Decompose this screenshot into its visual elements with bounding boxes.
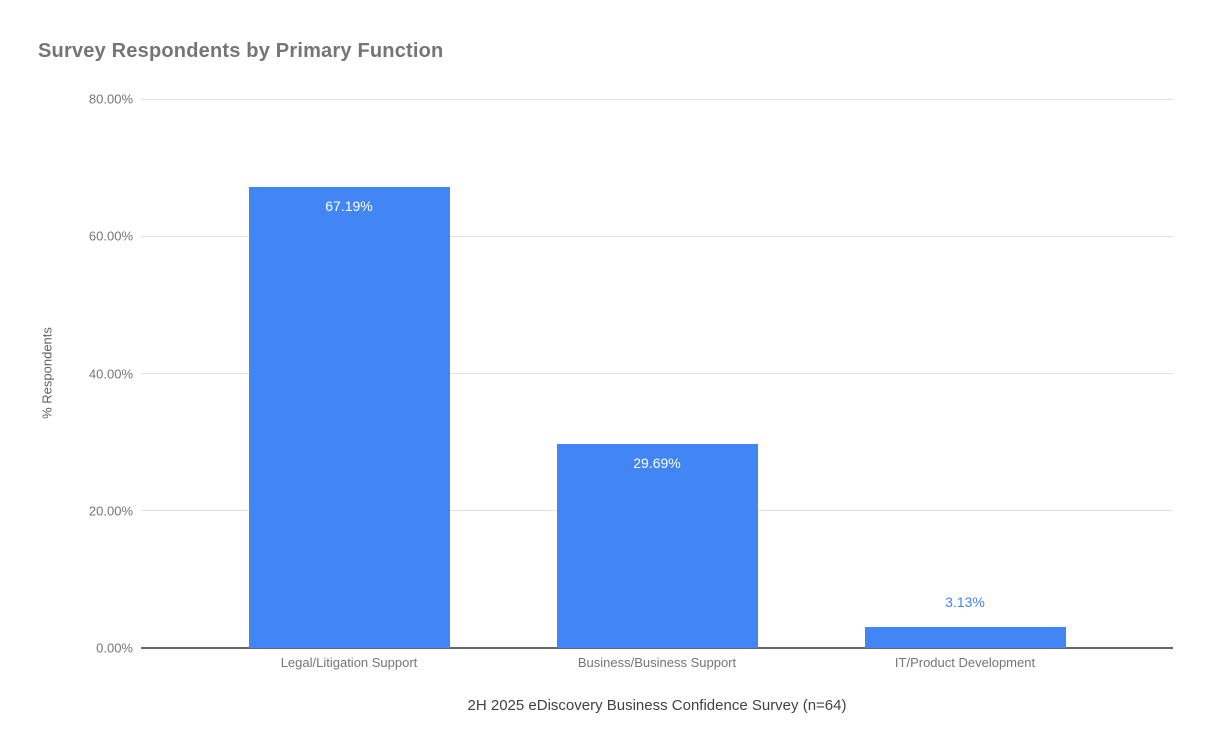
bar-value-label: 3.13%	[945, 593, 985, 610]
plot-area: 67.19% 29.69% 3.13%	[141, 98, 1173, 649]
gridline	[141, 98, 1173, 100]
y-tick-label: 0.00%	[96, 640, 133, 656]
bar-value-label: 29.69%	[633, 455, 681, 472]
bar-value-label: 67.19%	[325, 197, 373, 214]
x-axis-title: 2H 2025 eDiscovery Business Confidence S…	[467, 697, 847, 714]
category-label: Legal/Litigation Support	[280, 655, 418, 670]
category-label: Business/Business Support	[577, 655, 737, 670]
y-tick-label: 60.00%	[88, 228, 133, 244]
gridline	[141, 235, 1173, 237]
bar-2[interactable]: 29.69%	[556, 444, 758, 648]
category-label: IT/Product Development	[894, 655, 1036, 670]
chart-title: Survey Respondents by Primary Function	[38, 40, 444, 62]
y-tick-label: 80.00%	[88, 91, 133, 107]
x-axis-line	[141, 647, 1173, 649]
y-axis-title: % Respondents	[39, 327, 55, 419]
bar-1[interactable]: 67.19%	[248, 186, 450, 648]
gridline	[141, 373, 1173, 374]
bar-3[interactable]: 3.13%	[864, 594, 1066, 648]
y-tick-label: 40.00%	[88, 366, 133, 381]
y-tick-label: 20.00%	[88, 503, 133, 519]
